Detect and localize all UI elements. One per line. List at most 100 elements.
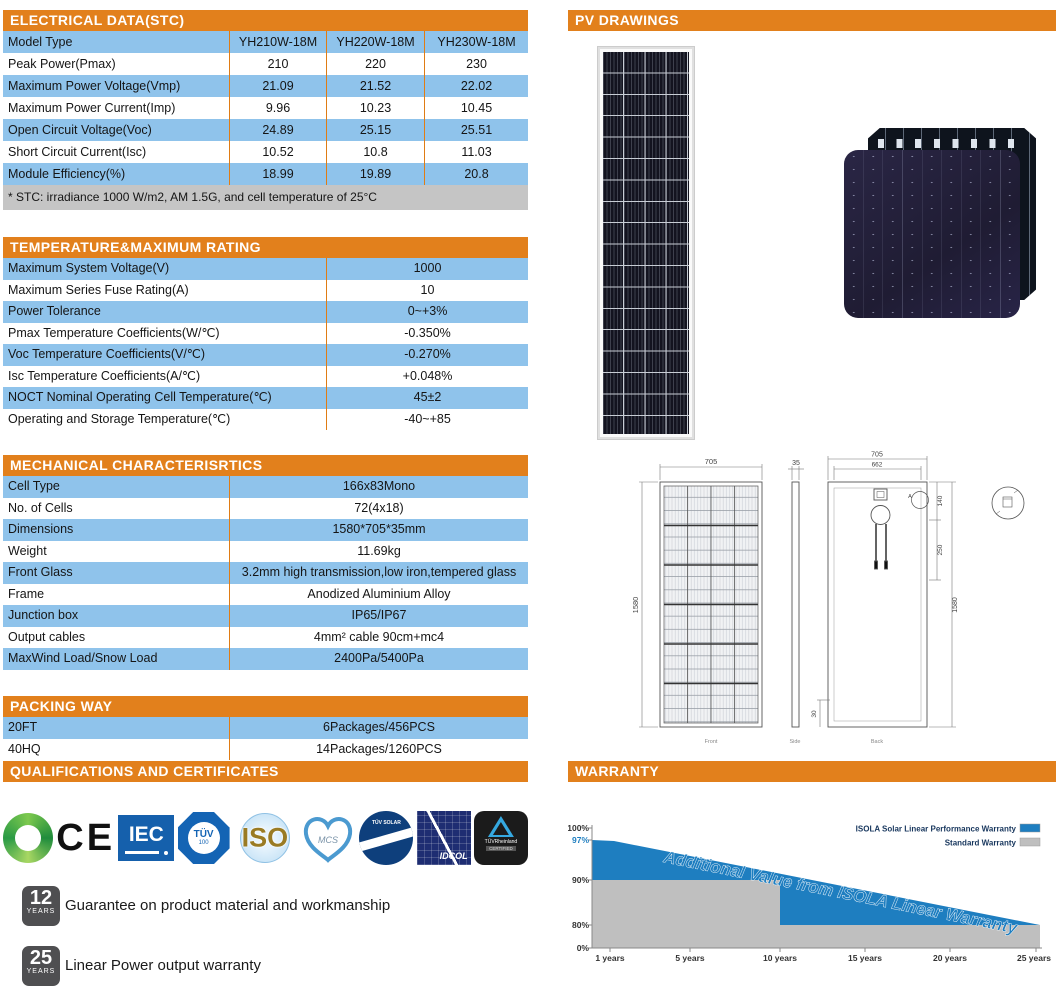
- temperature-table: Maximum System Voltage(V) 1000 Maximum Se…: [3, 258, 528, 430]
- row-value: 21.52: [326, 75, 424, 97]
- solar-panel-photo: [598, 47, 694, 439]
- model-column-header: YH210W-18M: [229, 31, 326, 53]
- section-title: TEMPERATURE&MAXIMUM RATING: [10, 239, 261, 255]
- row-label: Front Glass: [8, 565, 73, 579]
- packing-section-header: PACKING WAY: [3, 696, 528, 717]
- x-tick-label: 10 years: [763, 953, 797, 963]
- row-label: Maximum System Voltage(V): [8, 261, 170, 275]
- mechanical-section-header: MECHANICAL CHARACTERISRTICS: [3, 455, 528, 476]
- row-value: 2400Pa/5400Pa: [229, 648, 528, 670]
- electrical-data-section: ELECTRICAL DATA(STC) Model Type YH210W-1…: [3, 10, 528, 210]
- cert-tuv-rheinland-logo: TÜVRheinland CERTIFIED: [473, 811, 528, 865]
- row-label: NOCT Nominal Operating Cell Temperature(…: [8, 390, 272, 404]
- cert-mcs-logo: MCS: [304, 817, 353, 863]
- dim-back-height: 1580: [952, 597, 959, 613]
- table-row: Maximum Series Fuse Rating(A) 10: [3, 279, 528, 301]
- iec-label: IEC: [128, 823, 164, 846]
- table-row: Weight 11.69kg: [3, 540, 528, 562]
- row-value: IP65/IP67: [229, 605, 528, 627]
- row-label: Dimensions: [8, 522, 74, 536]
- cert-idcol-logo: IDCOL: [416, 811, 471, 865]
- row-value: 10.45: [424, 97, 528, 119]
- row-value: -40~+85: [326, 408, 528, 430]
- row-label: Junction box: [8, 608, 79, 622]
- y-tick-label: 97%: [572, 835, 589, 845]
- table-row: MaxWind Load/Snow Load 2400Pa/5400Pa: [3, 648, 528, 670]
- cert-iec-logo: IEC: [118, 815, 175, 861]
- packing-way-section: PACKING WAY 20FT 6Packages/456PCS 40HQ 14P…: [3, 696, 528, 760]
- cert-ce-logo: CE: [56, 817, 116, 859]
- table-row: Junction box IP65/IP67: [3, 605, 528, 627]
- badge-years: 25: [29, 947, 53, 969]
- model-column-header: YH230W-18M: [424, 31, 528, 53]
- table-row: 20FT 6Packages/456PCS: [3, 717, 528, 739]
- qualifications-section-header: QUALIFICATIONS AND CERTIFICATES: [3, 761, 528, 782]
- row-label: 40HQ: [8, 741, 41, 756]
- row-value: 0~+3%: [326, 301, 528, 323]
- x-tick-label: 25 years: [1017, 953, 1051, 963]
- row-value: 166x83Mono: [229, 476, 528, 498]
- row-value: 10.23: [326, 97, 424, 119]
- section-title: QUALIFICATIONS AND CERTIFICATES: [10, 763, 279, 779]
- dim-back-inner-width: 662: [872, 462, 883, 469]
- table-row: Open Circuit Voltage(Voc) 24.89 25.15 25…: [3, 119, 528, 141]
- row-label: Operating and Storage Temperature(℃): [8, 411, 231, 426]
- table-row: Operating and Storage Temperature(℃) -40~…: [3, 408, 528, 430]
- linear-warranty-area: [592, 840, 1040, 925]
- section-title: PV DRAWINGS: [575, 12, 679, 28]
- left-column: ELECTRICAL DATA(STC) Model Type YH210W-1…: [3, 10, 528, 995]
- table-row: Peak Power(Pmax) 210 220 230: [3, 53, 528, 75]
- row-value: 22.02: [424, 75, 528, 97]
- row-label: Output cables: [8, 629, 86, 644]
- electrical-section-header: ELECTRICAL DATA(STC): [3, 10, 528, 31]
- tuv-rheinland-label: TÜVRheinland: [484, 839, 518, 845]
- dim-front-height: 1580: [631, 597, 640, 614]
- tuv-label: TÜV: [193, 829, 214, 841]
- row-value: 1580*705*35mm: [229, 519, 528, 541]
- row-value: 11.03: [424, 141, 528, 163]
- right-column: PV DRAWINGS: [568, 10, 1058, 995]
- pv-drawings-section: PV DRAWINGS: [568, 10, 1056, 31]
- table-row: Output cables 4mm² cable 90cm+mc4: [3, 626, 528, 648]
- x-tick-label: 20 years: [933, 953, 967, 963]
- row-value: 230: [424, 53, 528, 75]
- y-tick-label: 80%: [572, 920, 589, 930]
- y-tick-label: 100%: [568, 823, 589, 833]
- legend-label-linear: ISOLA Solar Linear Performance Warranty: [856, 825, 1017, 834]
- row-value: 19.89: [326, 163, 424, 185]
- row-label: Weight: [8, 543, 47, 558]
- table-row: Power Tolerance 0~+3%: [3, 301, 528, 323]
- packing-table: 20FT 6Packages/456PCS 40HQ 14Packages/1260…: [3, 717, 528, 760]
- table-row: Short Circuit Current(Isc) 10.52 10.8 11…: [3, 141, 528, 163]
- cert-iso-logo: ISO: [233, 812, 297, 864]
- badge-unit: YEARS: [26, 968, 56, 975]
- row-value: 10.52: [229, 141, 326, 163]
- row-value: 20.8: [424, 163, 528, 185]
- row-value: 24.89: [229, 119, 326, 141]
- row-label: 20FT: [8, 720, 38, 734]
- row-label: Short Circuit Current(Isc): [8, 145, 147, 159]
- section-title: ELECTRICAL DATA(STC): [10, 12, 185, 28]
- mechanical-table: Cell Type 166x83Mono No. of Cells 72(4x18)…: [3, 476, 528, 670]
- stc-note: * STC: irradiance 1000 W/m2, AM 1.5G, an…: [3, 185, 528, 210]
- row-value: 1000: [326, 258, 528, 280]
- row-value: 72(4x18): [229, 497, 528, 519]
- detail-mark-label: A: [908, 494, 912, 500]
- side-view-label: Side: [789, 739, 800, 745]
- table-row: Model Type YH210W-18M YH220W-18M YH230W-…: [3, 31, 528, 53]
- table-row: Maximum Power Voltage(Vmp) 21.09 21.52 2…: [3, 75, 528, 97]
- table-row: Pmax Temperature Coefficients(W/℃) -0.350…: [3, 322, 528, 344]
- row-value: Anodized Aluminium Alloy: [229, 583, 528, 605]
- row-value: 6Packages/456PCS: [229, 717, 528, 739]
- row-value: 10.8: [326, 141, 424, 163]
- years-badge-25: 25 YEARS: [22, 946, 60, 986]
- row-label: MaxWind Load/Snow Load: [8, 651, 158, 665]
- y-tick-label: 90%: [572, 875, 589, 885]
- tuv-sublabel: 100: [198, 840, 209, 847]
- row-value: 3.2mm high transmission,low iron,tempere…: [229, 562, 528, 584]
- row-label: Maximum Power Voltage(Vmp): [8, 79, 181, 93]
- certificate-logos-row: CE IEC TÜV 100 ISO MCS TÜV SOLAR IDCOL TÜ…: [3, 803, 528, 873]
- pv-drawings-section-header: PV DRAWINGS: [568, 10, 1056, 31]
- legend-label-standard: Standard Warranty: [945, 839, 1017, 848]
